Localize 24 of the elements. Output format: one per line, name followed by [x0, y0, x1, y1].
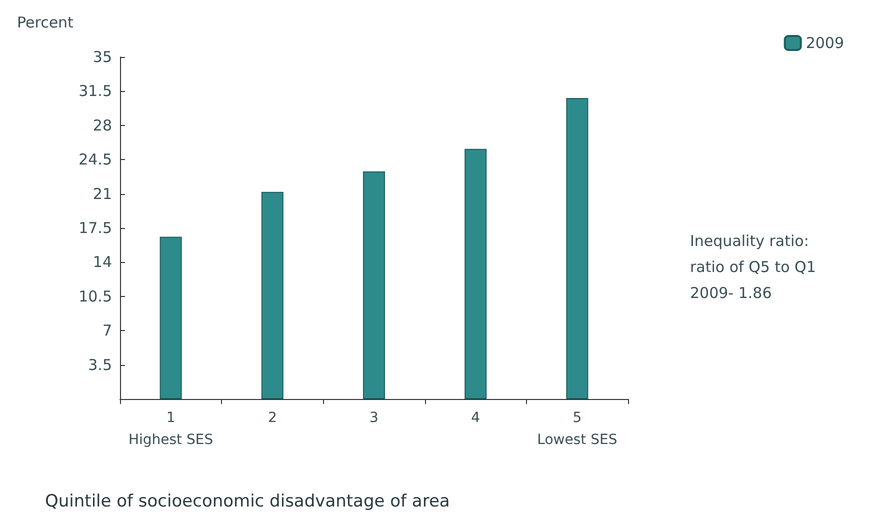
y-tick-label: 10.5 — [78, 287, 112, 306]
y-tick-label: 3.5 — [88, 356, 112, 374]
x-tick-label: 4 — [471, 410, 480, 426]
y-tick-label: 31.5 — [78, 82, 112, 100]
y-tick-label: 17.5 — [78, 219, 112, 237]
y-axis-title: Percent — [17, 14, 74, 32]
x-tick-label: 2 — [268, 410, 277, 426]
y-tick-label: 28 — [92, 116, 112, 134]
y-tick-label: 35 — [92, 48, 112, 66]
x-tick-label: 1 Highest SES — [128, 410, 214, 448]
y-tick-label: 21 — [92, 184, 112, 203]
bar — [464, 148, 487, 399]
text: Inequality ratio: ratio of Q5 to Q1 2009- 1.86 — [690, 232, 816, 302]
legend-label: 2009 — [806, 34, 844, 52]
y-tick-label: 7 — [102, 322, 112, 340]
bar — [160, 236, 182, 399]
x-tick-label: 5 Lowest SES — [537, 410, 618, 448]
x-axis-title: Quintile of socioeconomic disadvantage of area — [45, 492, 450, 512]
x-tick-label: 3 — [370, 410, 378, 426]
y-tick-label: 14 — [92, 253, 112, 272]
bar — [566, 98, 588, 399]
bar — [261, 192, 284, 399]
y-tick-label: 24.5 — [78, 150, 112, 169]
bar — [363, 171, 385, 399]
